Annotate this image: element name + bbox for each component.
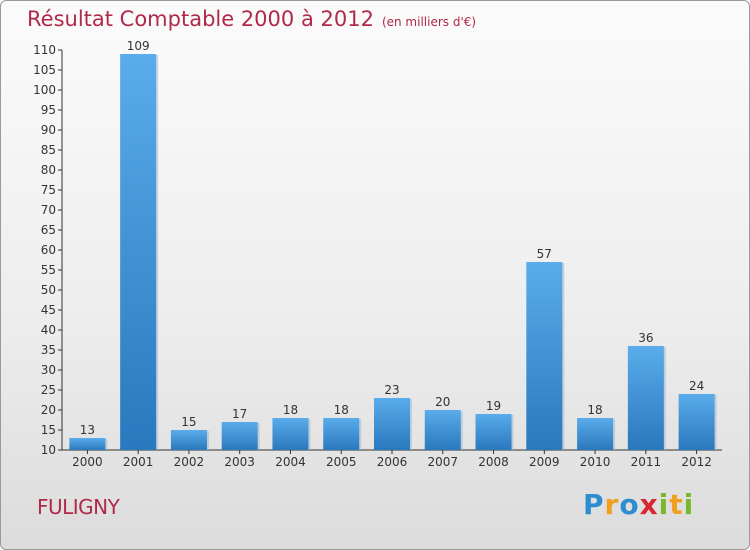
x-tick-label: 2010 bbox=[580, 455, 611, 469]
logo-letter: x bbox=[639, 488, 659, 521]
bar bbox=[323, 418, 360, 450]
bar bbox=[577, 418, 614, 450]
x-tick-label: 2011 bbox=[631, 455, 662, 469]
bar-value-label: 36 bbox=[638, 331, 653, 345]
x-tick-label: 2003 bbox=[224, 455, 255, 469]
bar-value-label: 20 bbox=[435, 395, 450, 409]
y-tick-label: 35 bbox=[41, 343, 56, 357]
x-tick-label: 2000 bbox=[72, 455, 103, 469]
logo-letter: P bbox=[583, 488, 605, 521]
y-tick-label: 10 bbox=[41, 443, 56, 457]
location-label: FULIGNY bbox=[37, 495, 120, 519]
y-tick-label: 105 bbox=[33, 63, 56, 77]
y-tick-label: 40 bbox=[41, 323, 56, 337]
chart-subtitle: (en milliers d'€) bbox=[381, 15, 477, 29]
logo-letter: i bbox=[683, 488, 695, 521]
y-tick-label: 25 bbox=[41, 383, 56, 397]
bar-series: 13 109 15 17 18 18 23 20 19 57 18 36 24 bbox=[69, 39, 717, 450]
bar-value-label: 17 bbox=[232, 407, 247, 421]
y-tick-label: 55 bbox=[41, 263, 56, 277]
bar-value-label: 109 bbox=[127, 39, 150, 53]
bar bbox=[170, 430, 207, 450]
x-axis-ticks: 2000 2001 2002 2003 2004 2005 2006 2007 2008 2009… bbox=[72, 450, 712, 469]
y-axis-ticks: 10 15 20 25 30 35 40 45 50 55 60 65 70 75 80 85 90 95 100 1… bbox=[33, 43, 62, 457]
x-tick-label: 2012 bbox=[681, 455, 712, 469]
y-tick-label: 75 bbox=[41, 183, 56, 197]
bar-value-label: 19 bbox=[486, 399, 501, 413]
bar-value-label: 13 bbox=[80, 423, 95, 437]
logo-letter: o bbox=[619, 488, 640, 521]
bar bbox=[424, 410, 461, 450]
y-tick-label: 100 bbox=[33, 83, 56, 97]
y-tick-label: 15 bbox=[41, 423, 56, 437]
proxiti-logo: Proxiti bbox=[583, 488, 694, 521]
bar bbox=[475, 414, 512, 450]
y-tick-label: 85 bbox=[41, 143, 56, 157]
bar-value-label: 18 bbox=[283, 403, 298, 417]
x-tick-label: 2007 bbox=[427, 455, 458, 469]
bar-value-label: 24 bbox=[689, 379, 704, 393]
logo-letter: i bbox=[658, 488, 670, 521]
bar bbox=[526, 262, 563, 450]
y-tick-label: 20 bbox=[41, 403, 56, 417]
x-tick-label: 2002 bbox=[174, 455, 205, 469]
bar bbox=[272, 418, 309, 450]
chart-title-text: Résultat Comptable 2000 à 2012 bbox=[27, 7, 374, 31]
x-tick-label: 2005 bbox=[326, 455, 357, 469]
bar-value-label: 18 bbox=[587, 403, 602, 417]
bar-value-label: 57 bbox=[537, 247, 552, 261]
y-tick-label: 110 bbox=[33, 43, 56, 57]
y-tick-label: 80 bbox=[41, 163, 56, 177]
x-tick-label: 2001 bbox=[123, 455, 154, 469]
y-tick-label: 45 bbox=[41, 303, 56, 317]
y-tick-label: 90 bbox=[41, 123, 56, 137]
logo-letter: t bbox=[669, 488, 684, 521]
x-tick-label: 2009 bbox=[529, 455, 560, 469]
bar bbox=[678, 394, 715, 450]
y-tick-label: 65 bbox=[41, 223, 56, 237]
x-tick-label: 2004 bbox=[275, 455, 306, 469]
y-tick-label: 30 bbox=[41, 363, 56, 377]
x-tick-label: 2006 bbox=[377, 455, 408, 469]
bar-value-label: 15 bbox=[181, 415, 196, 429]
bar bbox=[374, 398, 410, 450]
bar bbox=[221, 422, 258, 450]
bar-value-label: 18 bbox=[334, 403, 349, 417]
bar-value-label: 23 bbox=[384, 383, 399, 397]
x-tick-label: 2008 bbox=[478, 455, 509, 469]
y-tick-label: 95 bbox=[41, 103, 56, 117]
y-tick-label: 60 bbox=[41, 243, 56, 257]
bar bbox=[69, 438, 106, 450]
logo-letter: r bbox=[604, 488, 620, 521]
bar bbox=[627, 346, 664, 450]
y-tick-label: 50 bbox=[41, 283, 56, 297]
y-tick-label: 70 bbox=[41, 203, 56, 217]
chart-title: Résultat Comptable 2000 à 2012 (en millie… bbox=[27, 7, 476, 31]
bar bbox=[120, 54, 157, 450]
